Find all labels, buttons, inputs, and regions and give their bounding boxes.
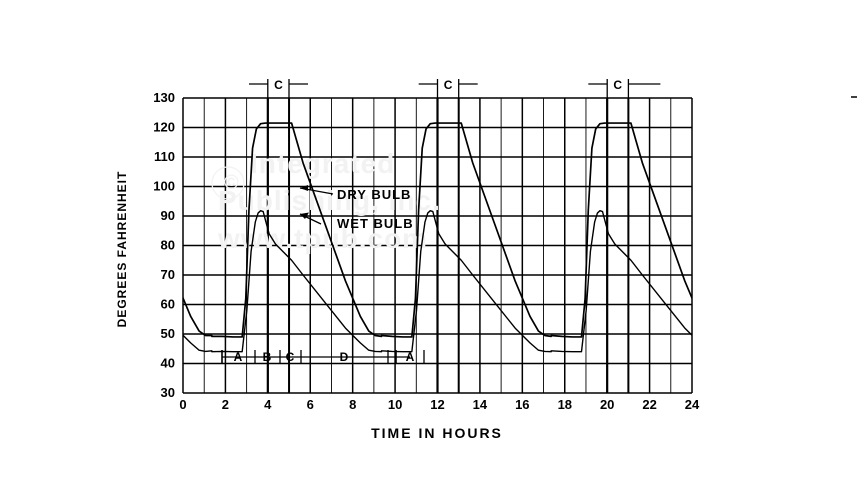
svg-text:22: 22 <box>642 397 656 412</box>
svg-text:A: A <box>234 350 243 364</box>
svg-text:80: 80 <box>161 238 175 253</box>
svg-text:60: 60 <box>161 297 175 312</box>
svg-text:B: B <box>263 350 272 364</box>
svg-text:70: 70 <box>161 267 175 282</box>
svg-text:110: 110 <box>154 149 175 164</box>
svg-text:14: 14 <box>473 397 488 412</box>
svg-text:C: C <box>613 78 622 92</box>
svg-text:90: 90 <box>161 208 175 223</box>
svg-text:10: 10 <box>388 397 402 412</box>
svg-text:A: A <box>406 350 415 364</box>
svg-text:24: 24 <box>685 397 700 412</box>
svg-text:D: D <box>340 350 349 364</box>
svg-text:2: 2 <box>222 397 229 412</box>
svg-text:WET BULB: WET BULB <box>337 216 414 231</box>
svg-text:C: C <box>274 78 283 92</box>
svg-text:0: 0 <box>179 397 186 412</box>
svg-text:16: 16 <box>515 397 529 412</box>
svg-text:20: 20 <box>600 397 614 412</box>
svg-text:120: 120 <box>153 120 175 135</box>
svg-text:40: 40 <box>161 356 175 371</box>
svg-text:6: 6 <box>307 397 314 412</box>
svg-text:Integrated: Integrated <box>250 148 395 179</box>
svg-text:100: 100 <box>153 179 175 194</box>
svg-text:DEGREES FAHRENHEIT: DEGREES FAHRENHEIT <box>115 171 129 328</box>
svg-text:18: 18 <box>558 397 572 412</box>
svg-text:50: 50 <box>161 326 175 341</box>
svg-text:C: C <box>286 350 295 364</box>
svg-text:12: 12 <box>430 397 444 412</box>
svg-text:DRY BULB: DRY BULB <box>337 187 411 202</box>
svg-text:4: 4 <box>264 397 272 412</box>
svg-text:30: 30 <box>161 385 175 400</box>
svg-text:C: C <box>444 78 453 92</box>
svg-text:8: 8 <box>349 397 356 412</box>
svg-text:130: 130 <box>153 90 175 105</box>
svg-text:TIME IN HOURS: TIME IN HOURS <box>371 425 503 441</box>
